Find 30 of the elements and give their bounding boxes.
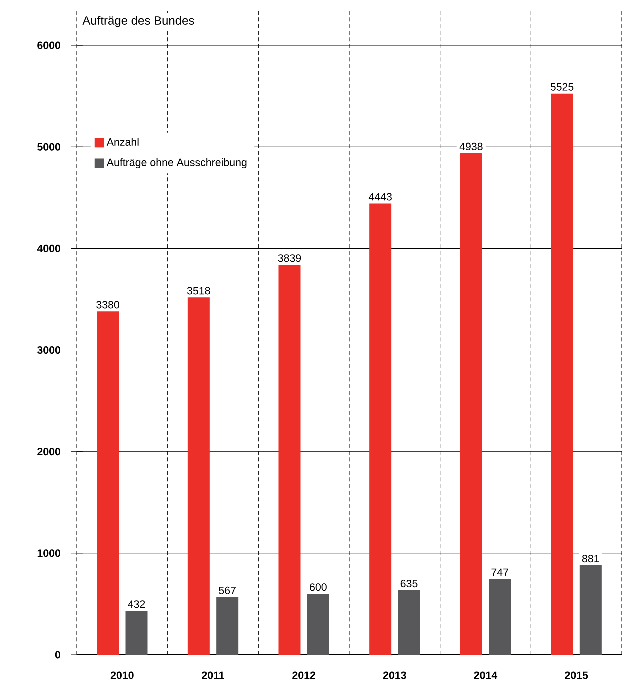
data-label: 4443 — [368, 193, 392, 201]
data-label: 747 — [492, 568, 508, 576]
y-tick-label: 4000 — [37, 244, 61, 252]
y-tick-label: 5000 — [38, 143, 61, 151]
y-tick-label: 6000 — [38, 42, 61, 50]
x-tick-label: 2012 — [292, 672, 316, 680]
x-tick-label: 2011 — [202, 672, 225, 680]
y-tick-label: 2000 — [38, 448, 61, 456]
y-tick-label: 0 — [55, 651, 61, 659]
data-label: 432 — [128, 600, 146, 608]
data-label: 567 — [219, 586, 236, 594]
data-label: 5525 — [550, 83, 574, 91]
chart-title: Aufträge des Bundes — [82, 16, 194, 28]
data-label: 600 — [310, 584, 327, 592]
data-label: 3380 — [96, 301, 120, 309]
bar — [216, 597, 239, 655]
x-tick-label: 2013 — [383, 672, 406, 680]
legend-label: Aufträge ohne Ausschreibung — [106, 158, 247, 168]
data-label: 3518 — [187, 287, 210, 295]
legend-label: Anzahl — [106, 138, 139, 146]
y-tick-label: 3000 — [37, 346, 61, 354]
x-tick-label: 2014 — [474, 672, 498, 680]
data-label: 4938 — [460, 142, 483, 150]
bar — [580, 566, 602, 655]
data-label: 635 — [400, 580, 418, 588]
x-tick-label: 2015 — [565, 672, 588, 680]
y-tick-label: 1000 — [38, 550, 61, 558]
data-label: 3839 — [278, 254, 302, 262]
data-label: 881 — [582, 555, 600, 563]
x-tick-label: 2010 — [110, 672, 134, 680]
